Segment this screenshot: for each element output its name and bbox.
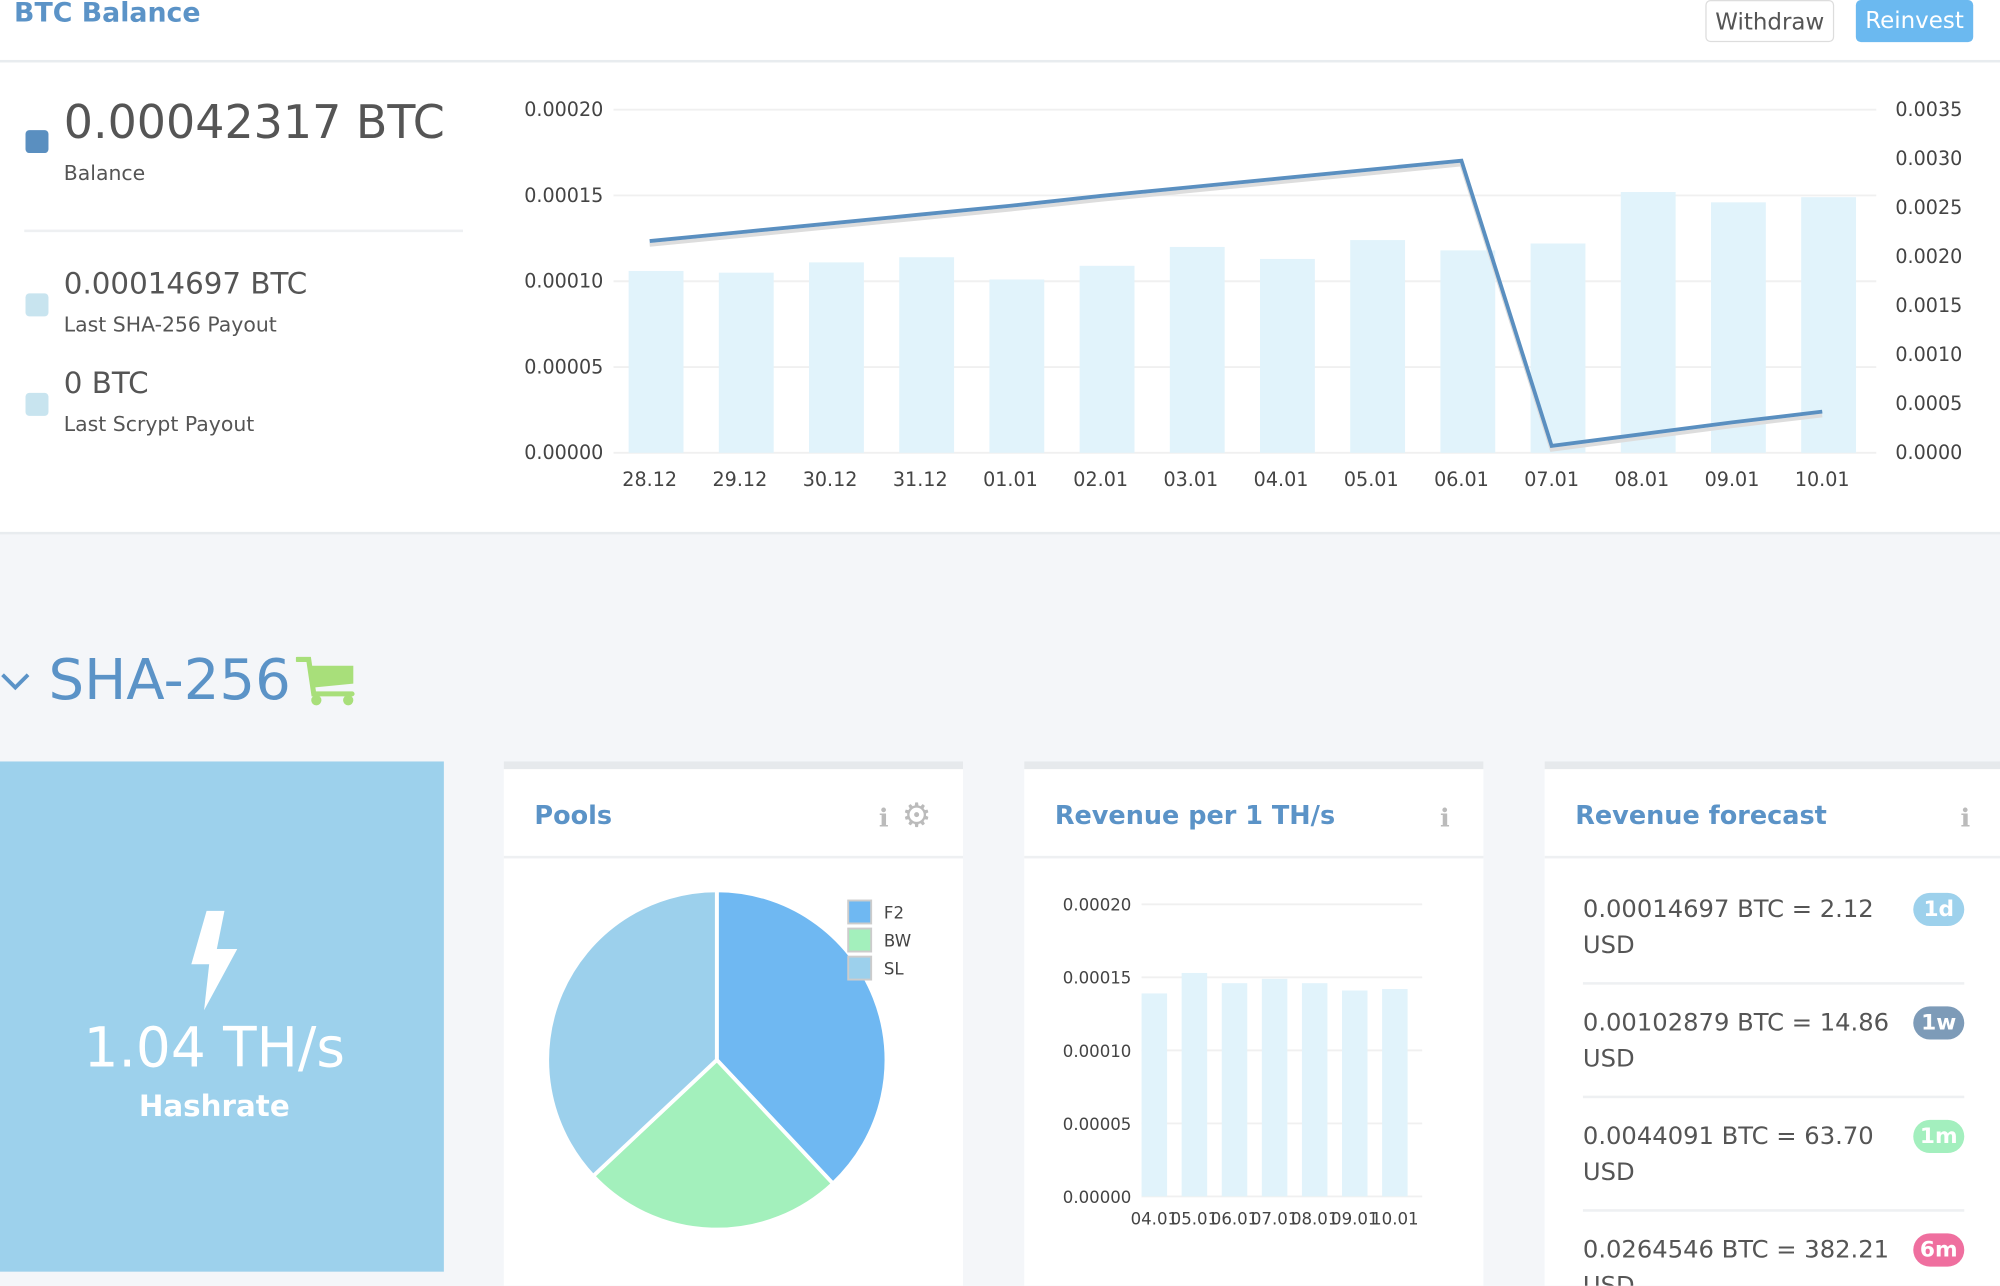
bar <box>1302 983 1328 1196</box>
legend-label: BW <box>884 931 911 950</box>
bar <box>1262 979 1288 1197</box>
x-tick: 10.01 <box>1371 1209 1418 1228</box>
legend-swatch <box>848 901 871 924</box>
bar <box>1342 990 1368 1196</box>
bar <box>1142 993 1168 1196</box>
y-tick: 0.00010 <box>1063 1042 1132 1061</box>
bar <box>1182 973 1208 1196</box>
y-tick: 0.00000 <box>1063 1188 1132 1207</box>
legend-swatch <box>848 929 871 952</box>
legend-label: F2 <box>884 903 904 922</box>
y-tick: 0.00005 <box>1063 1115 1132 1134</box>
bar <box>1382 989 1408 1196</box>
legend-swatch <box>848 957 871 980</box>
bar <box>1222 983 1248 1196</box>
y-tick: 0.00015 <box>1063 969 1132 988</box>
y-tick: 0.00020 <box>1063 896 1132 915</box>
legend-label: SL <box>884 959 905 978</box>
